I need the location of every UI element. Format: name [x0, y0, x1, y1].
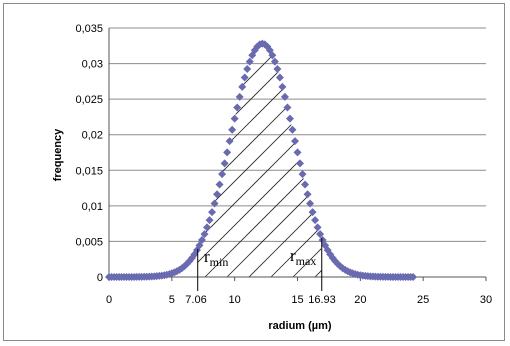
data-point	[223, 148, 232, 157]
hatch-line	[226, 43, 322, 278]
data-point	[215, 180, 224, 189]
y-tick-label: 0	[97, 272, 103, 284]
hatch-line	[270, 43, 322, 278]
data-point	[240, 73, 249, 82]
y-tick-label: 0,02	[82, 130, 103, 142]
tick-labels: 0 0,005 0,01 0,015 0,02 0,025 0,03 0,035 0 5 10 15 2…	[75, 23, 492, 306]
data-point	[238, 82, 247, 91]
data-point	[306, 199, 315, 208]
data-point	[233, 103, 242, 112]
hatch-line	[248, 43, 322, 278]
data-point	[313, 223, 322, 232]
x-tick-label: 10	[229, 294, 241, 306]
hatch-line	[314, 43, 322, 278]
y-tick-label: 0,01	[82, 201, 103, 213]
data-point	[308, 208, 317, 217]
hatch-line	[204, 43, 322, 278]
data-point	[220, 159, 229, 168]
data-point	[243, 65, 252, 74]
data-point	[197, 236, 206, 245]
y-tick-label: 0,015	[75, 165, 103, 177]
data-points	[105, 39, 418, 281]
data-point	[230, 114, 239, 123]
chart-frame	[3, 3, 505, 341]
hatch-line	[381, 17, 510, 277]
x-tick-label: 20	[354, 294, 366, 306]
data-point	[301, 180, 310, 189]
hatch-line	[359, 17, 510, 277]
x-tick-label: 30	[480, 294, 492, 306]
hatch-line	[197, 43, 322, 278]
data-point	[303, 190, 312, 199]
range-markers	[197, 238, 323, 291]
data-point	[283, 103, 292, 112]
data-point	[275, 73, 284, 82]
hatch-line	[337, 17, 510, 277]
data-point	[218, 170, 227, 179]
data-point	[316, 230, 325, 239]
data-point	[235, 92, 244, 101]
x-axis-title: radium (µm)	[268, 320, 332, 332]
x-tick-label: 25	[417, 294, 429, 306]
r-max-tick-label: 16.93	[308, 294, 336, 306]
hatch-line	[292, 43, 322, 278]
hatch-line	[447, 17, 510, 277]
data-point	[280, 92, 289, 101]
y-axis-title: frequency	[52, 128, 64, 181]
data-point	[409, 272, 418, 281]
y-tick-label: 0,03	[82, 59, 103, 71]
data-point	[213, 190, 222, 199]
data-point	[210, 199, 219, 208]
hatch-line	[197, 43, 312, 278]
data-point	[288, 125, 297, 134]
hatch-line	[491, 17, 510, 277]
r-min-tick-label: 7.06	[185, 294, 206, 306]
data-point	[270, 57, 279, 66]
hatch-line	[197, 43, 322, 278]
x-tick-label: 15	[291, 294, 303, 306]
data-point	[278, 82, 287, 91]
hatch-line	[469, 17, 510, 277]
r-min-annotation: rmin	[204, 247, 228, 269]
x-tick-label: 5	[169, 294, 175, 306]
data-point	[285, 114, 294, 123]
data-point	[208, 208, 217, 217]
data-point	[228, 125, 237, 134]
data-point	[311, 216, 320, 225]
y-tick-label: 0,035	[75, 23, 103, 35]
data-point	[203, 223, 212, 232]
hatch-line	[197, 43, 268, 278]
x-tick-label: 0	[106, 294, 112, 306]
hatch-line	[197, 43, 322, 278]
hatch-line	[197, 43, 322, 278]
data-point	[245, 57, 254, 66]
r-max-annotation: rmax	[290, 246, 316, 268]
hatch-line	[403, 17, 510, 277]
hatch-line	[425, 17, 510, 277]
data-point	[225, 137, 234, 146]
data-point	[293, 148, 302, 157]
data-point	[200, 230, 209, 239]
data-point	[250, 46, 259, 55]
data-point	[296, 159, 305, 168]
y-tick-label: 0,025	[75, 94, 103, 106]
data-point	[298, 170, 307, 179]
data-point	[205, 216, 214, 225]
hatch-line	[197, 43, 224, 278]
hatch-line	[197, 43, 246, 278]
y-tick-label: 0,005	[75, 236, 103, 248]
data-point	[290, 137, 299, 146]
data-point	[268, 51, 277, 60]
data-point	[273, 65, 282, 74]
hatch-line	[197, 43, 322, 278]
grid-layer	[109, 27, 486, 242]
hatch-line	[0, 17, 135, 277]
data-point	[248, 51, 257, 60]
